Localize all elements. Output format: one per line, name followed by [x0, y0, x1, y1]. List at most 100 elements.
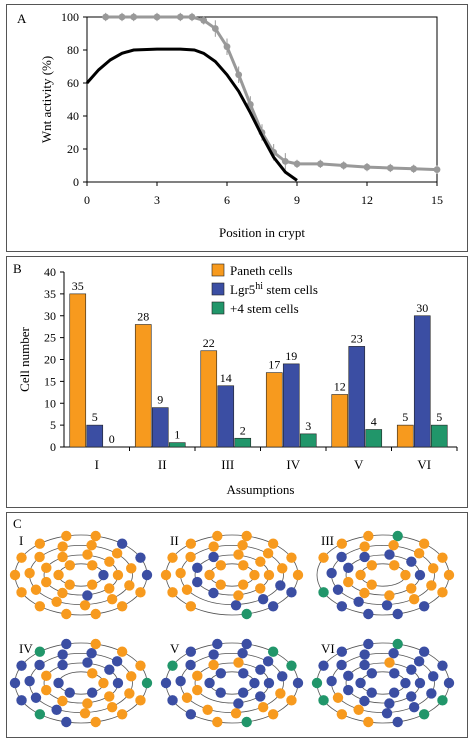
cell-paneth: [185, 551, 196, 563]
cell-paneth: [185, 538, 197, 549]
cell-paneth: [181, 584, 193, 595]
panel-b-letter: B: [13, 261, 22, 276]
cell-lgr5: [418, 646, 430, 657]
cell-paneth: [366, 560, 378, 571]
cell-paneth: [241, 530, 252, 542]
cell-lgr5: [343, 670, 354, 682]
diagram-label: IV: [19, 641, 33, 656]
x-tick-label: 6: [224, 193, 230, 207]
cell-lgr5: [428, 671, 439, 682]
cell-lgr5: [343, 684, 354, 696]
cell-lgr5: [389, 668, 400, 679]
bar-data-label: 19: [285, 349, 297, 363]
cell-paneth: [332, 692, 344, 703]
cell-paneth: [366, 579, 377, 590]
cell-lgr5: [86, 648, 97, 659]
bar-paneth: [69, 293, 87, 448]
cell-lgr5: [57, 659, 68, 671]
diagram-label: III: [321, 533, 334, 548]
y-axis-label: Wnt activity (%): [39, 56, 54, 143]
cell-paneth: [286, 552, 297, 563]
bar-data-label: 0: [109, 432, 115, 446]
cell-paneth: [87, 668, 98, 679]
cell-paneth: [167, 587, 178, 598]
bar-data-label: 5: [436, 410, 442, 424]
cell-lgr5: [175, 675, 186, 687]
bar-paneth: [200, 350, 218, 448]
cell-paneth: [61, 608, 72, 620]
series-grey-point: [130, 13, 138, 21]
series-grey-point: [153, 13, 161, 21]
x-tick-label: V: [354, 457, 364, 472]
cell-plus4: [318, 587, 329, 598]
cell-lgr5: [336, 646, 348, 657]
bar-data-label: 17: [268, 358, 280, 372]
cell-lgr5: [359, 659, 370, 671]
cell-lgr5: [388, 648, 399, 659]
cell-lgr5: [257, 594, 269, 605]
crypt-diagram: [9, 638, 153, 728]
cell-lgr5: [336, 659, 347, 671]
x-tick-label: 12: [361, 193, 373, 207]
cell-paneth: [212, 530, 223, 542]
bar-data-label: 1: [174, 428, 180, 442]
cell-paneth: [34, 601, 46, 612]
cell-lgr5: [406, 664, 417, 675]
cell-paneth: [124, 688, 135, 699]
x-tick-label: III: [221, 457, 234, 472]
cell-paneth: [181, 692, 193, 703]
cell-paneth: [286, 695, 297, 706]
diagram-label: I: [19, 533, 23, 548]
bar-data-label: 9: [157, 393, 163, 407]
cell-paneth: [336, 538, 348, 549]
y-tick-label: 60: [67, 76, 79, 90]
x-axis-label: Assumptions: [227, 482, 295, 497]
x-tick-label: 3: [154, 193, 160, 207]
cell-paneth: [135, 660, 146, 671]
cell-paneth: [116, 646, 128, 657]
cell-paneth: [124, 580, 135, 591]
y-tick-label: 35: [44, 287, 56, 301]
cell-lgr5: [418, 601, 430, 612]
series-grey-point: [223, 43, 231, 51]
cell-paneth: [16, 552, 27, 563]
cell-paneth: [389, 560, 400, 571]
cell-paneth: [255, 556, 266, 567]
cell-paneth: [116, 601, 128, 612]
cell-lgr5: [192, 576, 203, 588]
series-grey-point: [188, 13, 196, 21]
y-tick-label: 40: [67, 109, 79, 123]
cell-paneth: [64, 560, 76, 571]
cell-lgr5: [426, 688, 437, 699]
cell-paneth: [41, 684, 52, 696]
bar-data-label: 3: [305, 419, 311, 433]
cell-lgr5: [363, 638, 374, 650]
series-grey-point: [176, 13, 184, 21]
cell-lgr5: [366, 668, 378, 679]
series-grey-point: [293, 160, 301, 168]
cell-lgr5: [238, 668, 249, 679]
cell-paneth: [233, 657, 244, 668]
bar-data-label: 5: [92, 410, 98, 424]
series-grey-point: [200, 16, 208, 24]
cell-lgr5: [64, 687, 75, 698]
cell-paneth: [428, 563, 439, 574]
cell-lgr5: [61, 716, 72, 728]
bar-data-label: 22: [203, 336, 215, 350]
cell-paneth: [9, 569, 21, 581]
bar-plus4: [365, 429, 383, 448]
y-tick-label: 0: [50, 440, 56, 454]
cell-lgr5: [343, 562, 354, 574]
cell-lgr5: [255, 691, 266, 702]
cell-lgr5: [249, 677, 260, 689]
panel-c: C I II III IV V VI: [6, 512, 468, 738]
series-grey-point: [316, 160, 324, 168]
cell-lgr5: [392, 716, 403, 728]
cell-paneth: [363, 530, 374, 542]
y-tick-label: 0: [73, 175, 79, 189]
cell-paneth: [192, 684, 203, 696]
cell-paneth: [275, 688, 286, 699]
cell-paneth: [263, 569, 275, 581]
bar-data-label: 12: [334, 380, 346, 394]
